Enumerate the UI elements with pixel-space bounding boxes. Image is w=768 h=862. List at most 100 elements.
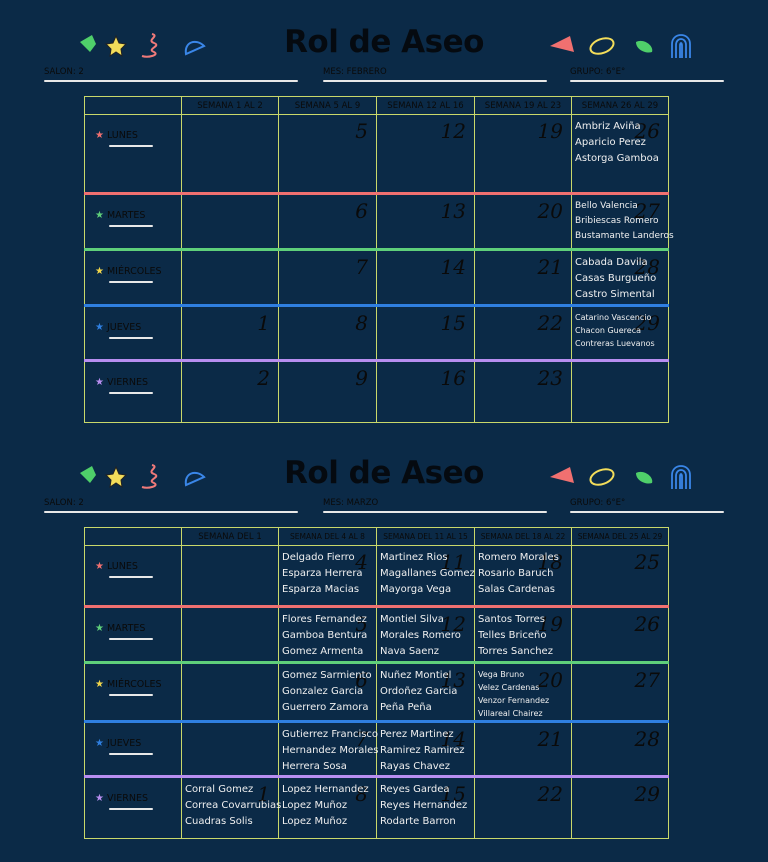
student-name: Rosario Baruch (478, 568, 554, 579)
student-name: Esparza Herrera (282, 568, 363, 579)
star-icon: ★ (95, 793, 104, 804)
student-name: Bribiescas Romero (575, 216, 659, 226)
schedule-cell: 15 Reyes Gardea Reyes Hernandez Rodarte Bar… (376, 775, 475, 839)
student-name: Montiel Silva (380, 614, 444, 625)
day-number: 20 (537, 199, 563, 223)
green-leaf-icon (80, 35, 96, 52)
day-number: 15 (440, 782, 466, 806)
schedule-cell: 27 (571, 661, 669, 722)
day-number: 19 (537, 612, 563, 636)
student-list: Catarino Vascencio Chacon Guereca Contrera… (572, 307, 668, 350)
student-name: Vega Bruno (478, 670, 525, 679)
student-name: Lopez Muñoz (282, 816, 348, 827)
student-name: Mayorga Vega (380, 584, 452, 595)
student-name: Martinez Rios (380, 552, 448, 563)
schedule-cell: 6 (278, 192, 377, 250)
week-header: SEMANA DEL 18 AL 22 (474, 527, 572, 546)
star-icon: ★ (95, 322, 104, 333)
student-name: Esparza Macias (282, 584, 360, 595)
day-number: 14 (440, 255, 466, 279)
day-name: VIERNES (106, 377, 149, 388)
green-leaf-icon (80, 466, 96, 483)
student-name: Gonzalez Garcia (282, 686, 364, 697)
schedule-cell (181, 114, 279, 194)
schedule-cell: 23 (474, 359, 572, 423)
day-number: 20 (537, 668, 563, 692)
schedule-cell (181, 661, 279, 722)
student-list: Santos Torres Telles Briceño Torres Sanche… (475, 608, 571, 660)
decorations-row (80, 464, 691, 489)
day-row: ★ JUEVES 1 8 15 22 29 Catarino Vascencio Chacon … (84, 304, 669, 361)
schedule-cell: 26 Ambriz Aviña Aparicio Perez Astorga Gamb… (571, 114, 669, 194)
day-number: 1 (257, 782, 270, 806)
schedule-cell: 14 Perez Martinez Ramirez Ramirez Rayas Cha… (376, 720, 475, 777)
week-header: SEMANA DEL 4 AL 8 (278, 527, 377, 546)
student-list: Lopez Hernandez Lopez Muñoz Lopez Muñoz (279, 778, 376, 830)
day-number: 4 (355, 550, 368, 574)
schedule-cell: 28 (571, 720, 669, 777)
day-row: ★ MARTES 5 Flores Fernandez Gamboa Bentura Go… (84, 605, 669, 663)
schedule-cell: 11 Martinez Rios Magallanes Gomez Mayorga V… (376, 545, 475, 607)
schedule-cell: 7 (278, 248, 377, 306)
blue-half-circle-icon (184, 471, 206, 487)
day-number: 29 (634, 782, 660, 806)
schedule-cell (571, 359, 669, 423)
student-name: Astorga Gamboa (575, 153, 659, 164)
day-underline (109, 337, 153, 339)
day-name: MIÉRCOLES (106, 266, 162, 277)
schedule-cell: 21 (474, 720, 572, 777)
schedule-cell: 7 Gutierrez Francisco Hernandez Morales Her… (278, 720, 379, 777)
salon-label: SALON: 2 (44, 498, 84, 508)
week-header: SEMANA 1 AL 2 (181, 96, 279, 115)
day-number: 2 (257, 366, 270, 390)
student-name: Corral Gomez (185, 784, 254, 795)
star-icon: ★ (95, 679, 104, 690)
schedule-cell: 13 (376, 192, 475, 250)
week-header: SEMANA DEL 11 AL 15 (376, 527, 475, 546)
student-name: Gutierrez Francisco (282, 729, 379, 740)
day-cell: ★ VIERNES (84, 775, 182, 839)
day-underline (109, 576, 153, 578)
student-name: Gamboa Bentura (282, 630, 368, 641)
schedule-march: Rol de Aseo SALON: 2 MES: MARZO GRUPO: 6… (0, 431, 768, 862)
day-underline (109, 145, 153, 147)
star-icon: ★ (95, 377, 104, 388)
schedule-cell: 20 Vega Bruno Velez Cardenas Venzor Fernand… (474, 661, 572, 722)
schedule-cell (181, 248, 279, 306)
schedule-cell: 16 (376, 359, 475, 423)
yellow-star-icon (104, 34, 128, 58)
schedule-cell: 18 Romero Morales Rosario Baruch Salas Card… (474, 545, 572, 607)
day-number: 12 (440, 119, 466, 143)
day-name: VIERNES (106, 793, 149, 804)
student-name: Ramirez Ramirez (380, 745, 465, 756)
schedule-cell: 1 Corral Gomez Correa Covarrubias Cuadras S… (181, 775, 282, 839)
student-name: Nuñez Montiel (380, 670, 452, 681)
day-name: LUNES (106, 130, 138, 141)
header-corner (84, 96, 182, 115)
day-number: 7 (355, 727, 368, 751)
group-underline (570, 511, 724, 513)
student-name: Peña Peña (380, 702, 432, 713)
green-drop-icon (636, 471, 653, 484)
day-row: ★ LUNES 5 12 19 26 Ambriz Aviña Aparicio Perez A… (84, 114, 669, 194)
student-list: Delgado Fierro Esparza Herrera Esparza Mac… (279, 546, 376, 598)
student-list: Perez Martinez Ramirez Ramirez Rayas Chave… (377, 723, 474, 775)
student-name: Rayas Chavez (380, 761, 451, 772)
day-row: ★ LUNES 4 Delgado Fierro Esparza Herrera Espa… (84, 545, 669, 607)
schedule-cell: 20 (474, 192, 572, 250)
student-name: Hernandez Morales (282, 745, 379, 756)
student-name: Herrera Sosa (282, 761, 347, 772)
day-number: 22 (537, 311, 563, 335)
schedule-cell: 19 (474, 114, 572, 194)
day-number: 8 (355, 782, 368, 806)
student-name: Aparicio Perez (575, 137, 646, 148)
student-list: Vega Bruno Velez Cardenas Venzor Fernandez… (475, 664, 571, 720)
schedule-cell: 19 Santos Torres Telles Briceño Torres Sanc… (474, 605, 572, 663)
student-name: Telles Briceño (478, 630, 547, 641)
student-list: Flores Fernandez Gamboa Bentura Gomez Arme… (279, 608, 376, 660)
student-name: Correa Covarrubias (185, 800, 282, 811)
student-name: Magallanes Gomez (380, 568, 475, 579)
day-name: MIÉRCOLES (106, 679, 162, 690)
day-number: 26 (634, 612, 660, 636)
schedule-cell (181, 545, 279, 607)
